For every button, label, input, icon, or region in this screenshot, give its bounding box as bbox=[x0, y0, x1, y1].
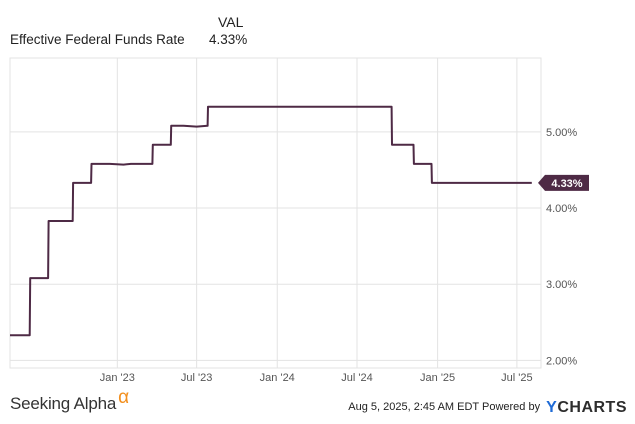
current-value-flag bbox=[538, 174, 589, 191]
x-tick-label: Jul '24 bbox=[341, 372, 372, 384]
y-tick-label: 5.00% bbox=[546, 127, 577, 139]
plot-frame bbox=[9, 57, 542, 369]
seeking-alpha-wordmark: Seeking Alpha bbox=[10, 394, 117, 413]
legend-series-row[interactable]: Effective Federal Funds Rate 4.33% bbox=[10, 32, 250, 47]
x-tick-label: Jan '25 bbox=[420, 372, 455, 384]
attribution: Aug 5, 2025, 2:45 AM EDT Powered by YCHA… bbox=[348, 399, 627, 417]
x-tick-label: Jan '24 bbox=[260, 372, 295, 384]
y-tick-label: 2.00% bbox=[546, 355, 577, 367]
ycharts-logo[interactable]: YCHARTS bbox=[546, 399, 627, 416]
y-tick-label: 4.00% bbox=[546, 203, 577, 215]
timestamp: Aug 5, 2025, 2:45 AM EDT bbox=[348, 401, 479, 413]
legend-series-label: Effective Federal Funds Rate bbox=[10, 32, 185, 47]
y-tick-label: 3.00% bbox=[546, 279, 577, 291]
seeking-alpha-logo[interactable]: Seeking Alpha α bbox=[10, 387, 129, 415]
x-tick-label: Jul '23 bbox=[181, 372, 212, 384]
series-line-effective-federal-funds-rate bbox=[10, 105, 532, 337]
ycharts-y-letter: Y bbox=[546, 399, 558, 416]
x-tick-label: Jan '23 bbox=[100, 372, 135, 384]
legend-series-value: 4.33% bbox=[209, 32, 248, 47]
ycharts-wordmark: CHARTS bbox=[557, 399, 627, 416]
current-value-label: 4.33% bbox=[551, 178, 582, 190]
alpha-symbol-icon: α bbox=[118, 387, 129, 408]
legend-column-header: VAL bbox=[218, 14, 244, 30]
powered-by-label: Powered by bbox=[482, 401, 541, 413]
x-tick-label: Jul '25 bbox=[501, 372, 532, 384]
